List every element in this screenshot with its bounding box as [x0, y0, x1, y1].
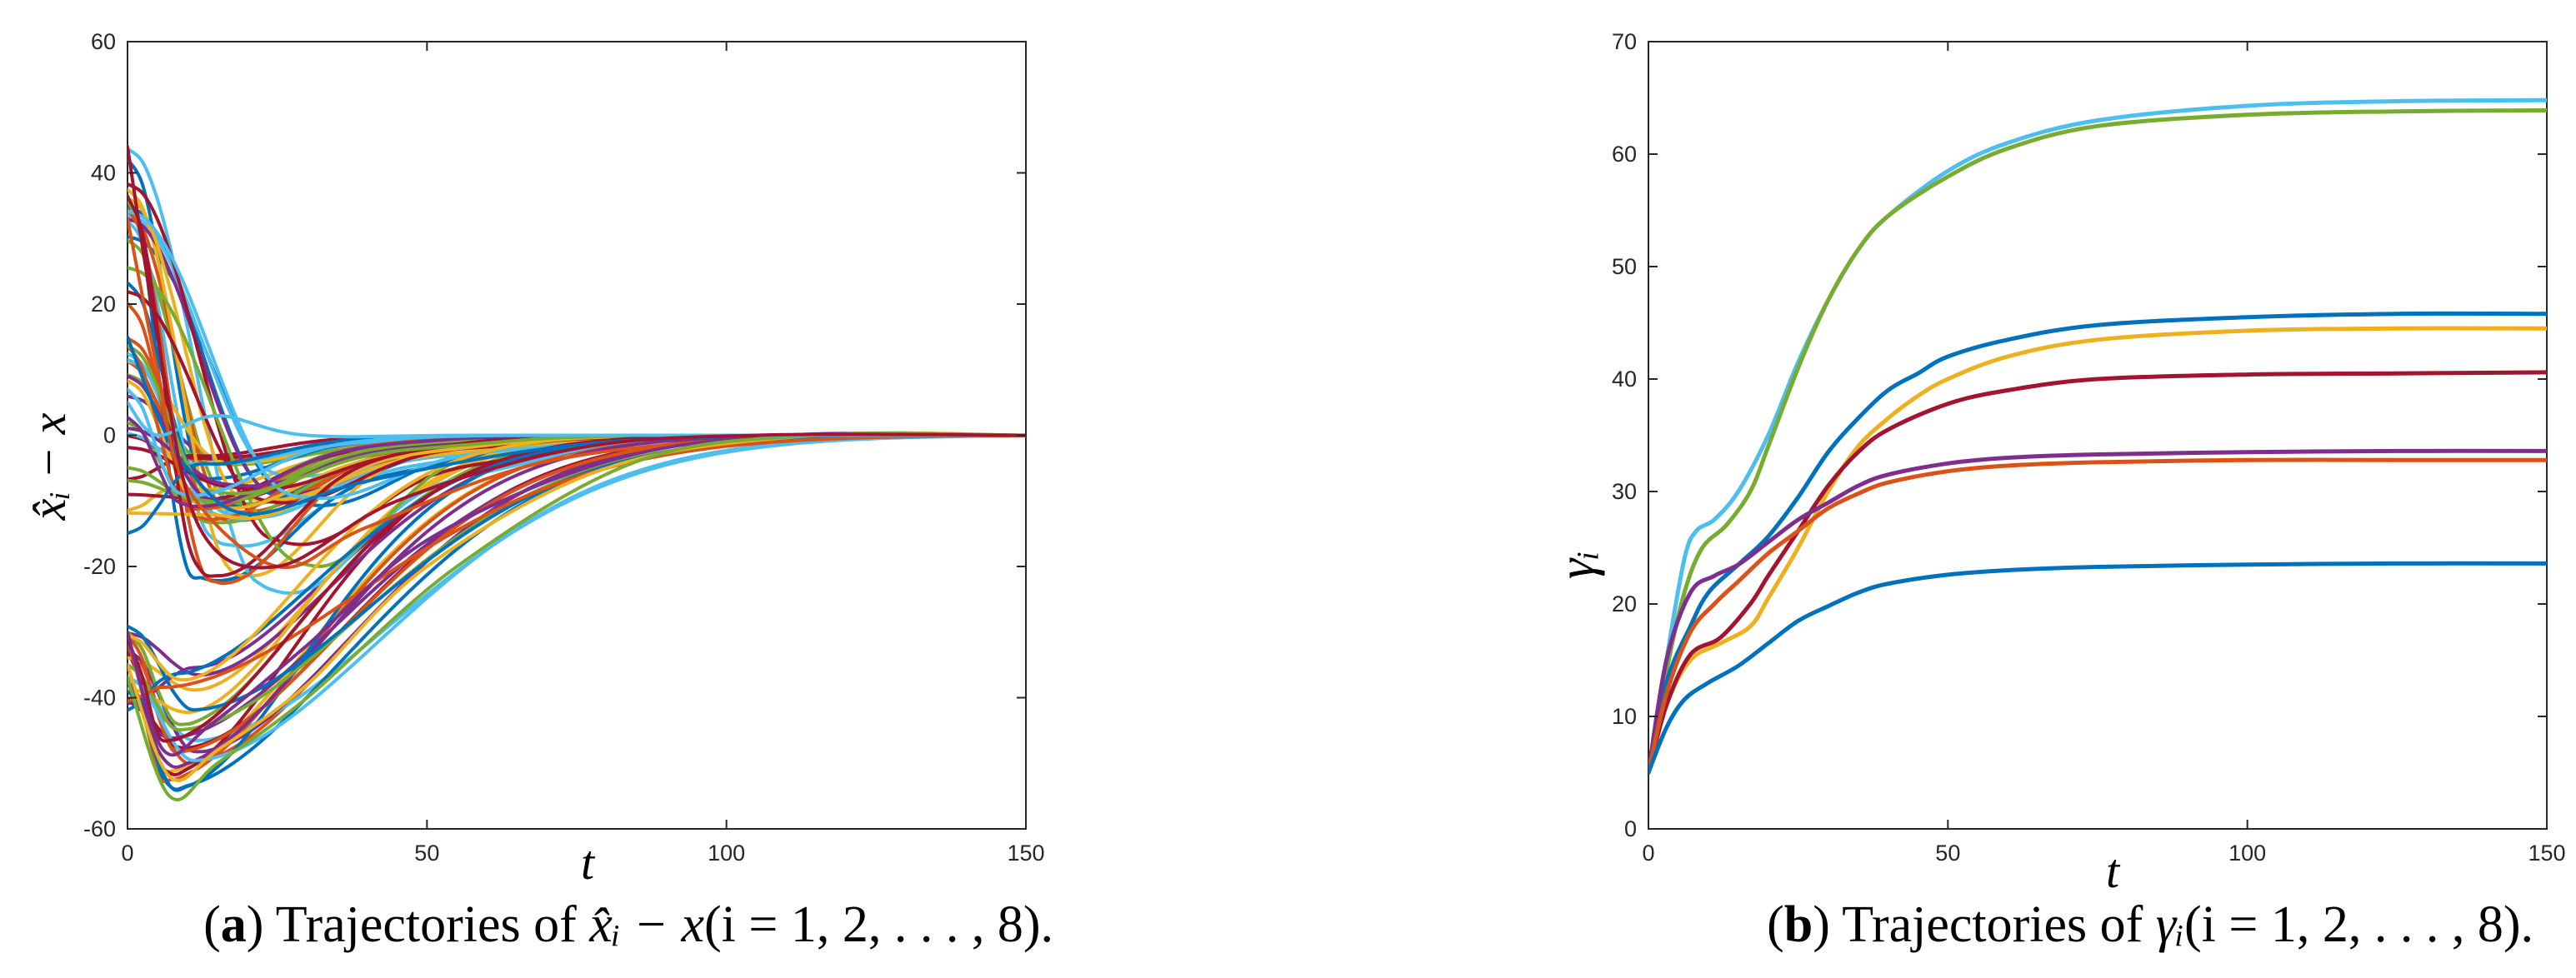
ytick-label: 10 — [1612, 704, 1637, 729]
series-line-4 — [1648, 326, 2547, 775]
ytick-label: 40 — [91, 161, 116, 186]
ytick-label: 60 — [1612, 142, 1637, 167]
caption-b-rest: ) Trajectories of — [1813, 896, 2156, 953]
xtick-label: 100 — [2228, 841, 2266, 866]
ytick-label: 60 — [91, 29, 116, 54]
ticks-b: 0 50 100 150 0 10 20 30 40 50 60 70 — [1612, 29, 2566, 866]
ytick-label: 20 — [91, 292, 116, 317]
series-line-7 — [128, 145, 1026, 570]
panel-b: 0 50 100 150 0 10 20 30 40 50 60 70 t γᵢ (b) Trajec… — [1548, 29, 2566, 953]
caption-a-index: (i = 1, 2, . . . , 8). — [704, 896, 1053, 953]
caption-b-math: γᵢ — [2156, 896, 2184, 953]
ticks-a: 0 50 100 150 -60 -40 -20 0 20 40 60 — [83, 29, 1045, 866]
series-line-2 — [1648, 107, 2547, 775]
plot-area-b — [1648, 41, 2548, 830]
ytick-label: 50 — [1612, 254, 1637, 279]
caption-b-index: (i = 1, 2, . . . , 8). — [2184, 896, 2533, 953]
xlabel-a: t — [581, 836, 596, 890]
series-group-a — [128, 145, 1026, 801]
series-line-3 — [1648, 311, 2547, 775]
xtick-label: 50 — [1935, 841, 1960, 866]
caption-a-letter: a — [221, 896, 247, 953]
ytick-label: 0 — [1624, 816, 1637, 841]
series-group-b — [1648, 97, 2547, 775]
ytick-label: -40 — [83, 686, 116, 711]
caption-b: (b) Trajectories of γᵢ(i = 1, 2, . . . ,… — [1767, 896, 2533, 953]
xlabel-b: t — [2106, 844, 2121, 898]
ytick-label: -20 — [83, 554, 116, 579]
xtick-label: 50 — [414, 841, 439, 866]
caption-a-open: ( — [203, 896, 221, 953]
caption-b-open: ( — [1767, 896, 1784, 953]
series-line-6 — [1648, 448, 2547, 775]
xtick-label: 150 — [1007, 841, 1044, 866]
ytick-label: 40 — [1612, 367, 1637, 392]
ytick-label: -60 — [83, 816, 116, 841]
series-line-7 — [1648, 457, 2547, 775]
ylabel-a: x̂ᵢ − x — [22, 412, 76, 521]
series-line-8 — [1648, 561, 2547, 775]
xtick-label: 0 — [121, 841, 133, 866]
series-line-5 — [1648, 370, 2547, 775]
caption-b-letter: b — [1784, 896, 1813, 953]
panel-a: 0 50 100 150 -60 -40 -20 0 20 40 60 t x̂ᵢ − x (a) … — [22, 29, 1053, 953]
trajectory-line — [128, 433, 1026, 703]
ytick-label: 0 — [103, 423, 116, 448]
caption-a-rest: ) Trajectories of — [247, 896, 590, 953]
ytick-label: 70 — [1612, 29, 1637, 54]
xtick-label: 100 — [708, 841, 745, 866]
caption-a: (a) Trajectories of x̂ᵢ − x(i = 1, 2, . … — [203, 896, 1053, 953]
ytick-label: 20 — [1612, 591, 1637, 616]
xtick-label: 0 — [1642, 841, 1654, 866]
ytick-label: 30 — [1612, 479, 1637, 504]
ylabel-b: γᵢ — [1548, 551, 1605, 579]
xtick-label: 150 — [2528, 841, 2565, 866]
caption-a-math: x̂ᵢ − x — [588, 896, 704, 953]
